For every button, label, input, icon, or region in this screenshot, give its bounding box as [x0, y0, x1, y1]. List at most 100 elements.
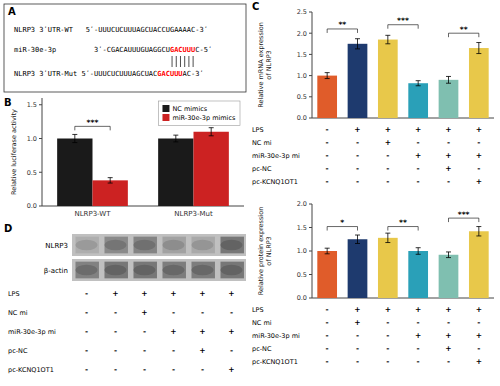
- bar: [93, 180, 128, 206]
- significance-label: *: [340, 218, 344, 227]
- y-axis-label-line: Relative luciferase activity: [10, 109, 18, 195]
- significance-label: ***: [397, 16, 409, 25]
- blot-band: [75, 265, 97, 276]
- error-bar: [325, 248, 330, 254]
- table-cell: +: [228, 365, 234, 374]
- blot-band: [220, 265, 242, 276]
- legend: NC mimicsmiR-30e-3p mimics: [158, 101, 240, 125]
- table-cell: +: [476, 151, 482, 160]
- y-axis: [42, 98, 43, 206]
- table-row-label: miR-30e-3p mi: [252, 332, 300, 340]
- sequence-text: C-5ʹ: [195, 46, 212, 54]
- x-axis: [312, 118, 494, 119]
- table-cell: -: [85, 346, 88, 355]
- table-cell: -: [230, 346, 233, 355]
- y-tick-label: 2.0: [297, 30, 307, 38]
- blot-band: [162, 240, 184, 251]
- table-cell: +: [112, 289, 118, 298]
- y-axis-label-line: Relative protein expression: [257, 207, 265, 296]
- panel-box: [4, 4, 246, 92]
- table-cell: +: [199, 289, 205, 298]
- sequence-text: NLRP3 3ʹUTR-WT 5ʹ-UUUCUCUUUAGCUACCUGAAAA…: [14, 26, 208, 34]
- table-cell: -: [386, 344, 389, 353]
- table-cell: -: [386, 331, 389, 340]
- y-tick-label: 0.5: [297, 93, 307, 101]
- x-tick-label: NLRP3-WT: [74, 210, 111, 218]
- table-cell: -: [447, 357, 450, 366]
- legend-frame: [158, 101, 240, 125]
- y-axis: [312, 204, 313, 298]
- sequence-line: NLRP3 3ʹUTR-Mut 5ʹ-UUUCUCUUUAGCUACGACUUU…: [14, 70, 204, 78]
- table-cell: +: [170, 327, 176, 336]
- table-cell: -: [417, 318, 420, 327]
- table-cell: -: [417, 357, 420, 366]
- y-tick-label: 0.0: [297, 294, 307, 302]
- table-cell: +: [415, 125, 421, 134]
- table-row-label: pc-KCNQ1OT1: [252, 178, 298, 186]
- blot-strip: [72, 234, 246, 256]
- pairing-tick: [184, 56, 185, 67]
- pairing-tick: [193, 56, 194, 67]
- table-cell: +: [445, 344, 451, 353]
- table-cell: -: [326, 164, 329, 173]
- blot-lane: [75, 262, 98, 279]
- sequence-panel: A NLRP3 3ʹUTR-WT 5ʹ-UUUCUCUUUAGCUACCUGAAA…: [4, 4, 246, 92]
- blot-row-label: β-actin: [44, 267, 68, 275]
- bar: [317, 76, 337, 118]
- table-cell: +: [445, 151, 451, 160]
- table-cell: -: [114, 346, 117, 355]
- error-bar: [446, 76, 451, 83]
- table-row-label: LPS: [8, 290, 20, 298]
- blot-band: [220, 240, 242, 251]
- table-cell: -: [356, 344, 359, 353]
- bar: [348, 44, 368, 118]
- blot-panel: DNLRP3β-actinLPS-+++++NC mi--+---miR-30e…: [4, 223, 246, 374]
- table-cell: -: [386, 164, 389, 173]
- y-axis: [312, 12, 313, 118]
- table-cell: +: [354, 305, 360, 314]
- bars: [57, 128, 229, 206]
- table-cell: -: [85, 308, 88, 317]
- pairing-tick: [180, 56, 181, 67]
- table-cell: -: [417, 138, 420, 147]
- sequence-site: GACUUU: [170, 46, 195, 54]
- bar: [317, 251, 337, 298]
- table-cell: +: [141, 308, 147, 317]
- panel-letter: A: [8, 6, 16, 17]
- error-bar: [355, 39, 360, 49]
- panel-letter: C: [252, 1, 259, 12]
- error-bar: [173, 135, 178, 142]
- table-cell: -: [201, 308, 204, 317]
- table-cell: -: [143, 365, 146, 374]
- significance-bracket: [75, 126, 110, 130]
- significance-label: **: [460, 25, 468, 34]
- blot-band: [191, 265, 213, 276]
- blot-lane: [104, 262, 127, 279]
- error-bar: [72, 134, 77, 142]
- blot-lane: [191, 237, 214, 254]
- y-axis-label-line: of NLRP3: [265, 50, 273, 79]
- table-cell: -: [386, 357, 389, 366]
- table-cell: +: [354, 318, 360, 327]
- blot-band: [104, 240, 126, 251]
- significance-bracket: [449, 33, 479, 37]
- pairing-tick: [172, 56, 173, 67]
- table-cell: +: [141, 289, 147, 298]
- table-cell: +: [170, 289, 176, 298]
- bar: [408, 251, 428, 298]
- sequence-text: miR-30e-3p 3ʹ-CGACAUUUGUAGGCU: [14, 46, 170, 54]
- sequence-text: NLRP3 3ʹUTR-Mut 5ʹ-UUUCUCUUUAGCUAC: [14, 70, 157, 78]
- blot-lane: [162, 262, 185, 279]
- pairing-tick: [176, 56, 177, 67]
- table-cell: -: [326, 305, 329, 314]
- bar: [439, 80, 459, 118]
- sequence-site: GACUUU: [157, 70, 182, 78]
- table-cell: -: [356, 331, 359, 340]
- y-tick-label: 1.0: [27, 135, 37, 143]
- error-bar: [108, 178, 113, 183]
- table-cell: -: [477, 164, 480, 173]
- table-cell: -: [85, 289, 88, 298]
- significance-label: **: [338, 20, 346, 29]
- y-axis-label-line: of NLRP3: [265, 236, 273, 265]
- blot-lane: [133, 237, 156, 254]
